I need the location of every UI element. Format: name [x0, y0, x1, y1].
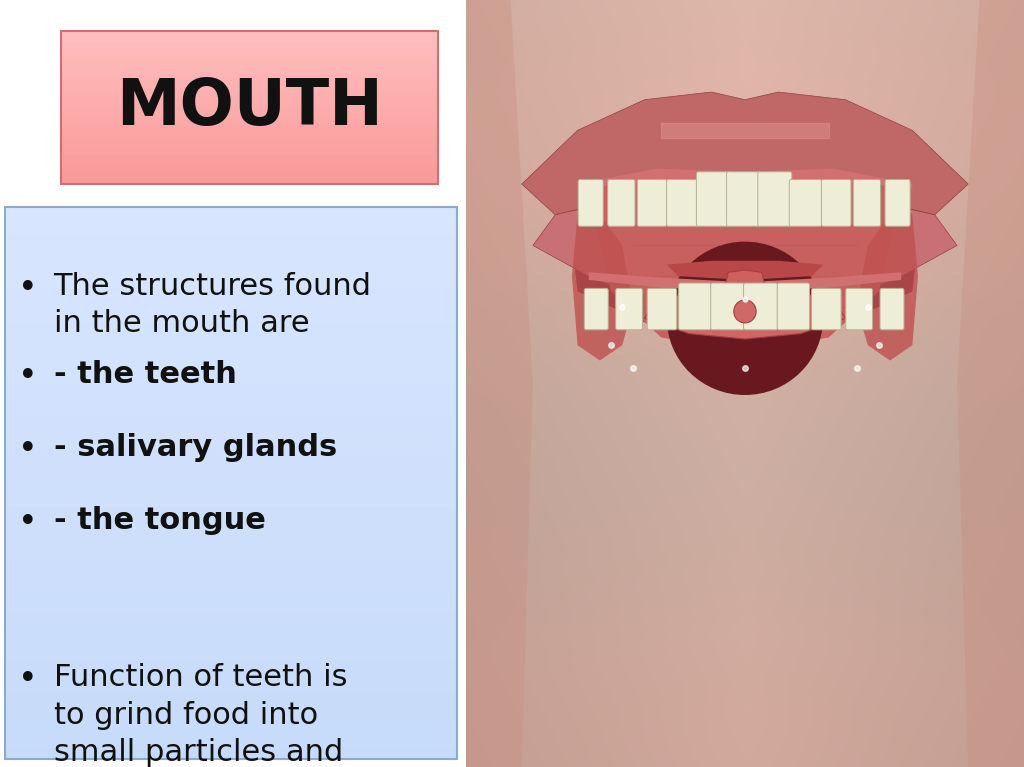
- FancyBboxPatch shape: [885, 179, 910, 226]
- FancyBboxPatch shape: [821, 179, 851, 226]
- Polygon shape: [856, 199, 918, 360]
- FancyBboxPatch shape: [853, 179, 881, 226]
- FancyBboxPatch shape: [667, 179, 699, 226]
- FancyBboxPatch shape: [727, 172, 762, 226]
- Text: •: •: [18, 433, 38, 466]
- FancyBboxPatch shape: [0, 0, 466, 767]
- FancyBboxPatch shape: [846, 288, 872, 330]
- FancyBboxPatch shape: [607, 179, 635, 226]
- Text: - the tongue: - the tongue: [53, 506, 265, 535]
- FancyBboxPatch shape: [585, 288, 608, 330]
- FancyBboxPatch shape: [696, 172, 730, 226]
- Text: •: •: [18, 506, 38, 539]
- Polygon shape: [589, 176, 901, 353]
- FancyBboxPatch shape: [790, 179, 821, 226]
- Polygon shape: [957, 0, 1024, 767]
- Polygon shape: [522, 92, 969, 215]
- Polygon shape: [566, 176, 924, 330]
- FancyBboxPatch shape: [758, 172, 792, 226]
- Text: - salivary glands: - salivary glands: [53, 433, 337, 463]
- Polygon shape: [644, 288, 846, 339]
- Text: •: •: [18, 663, 38, 696]
- Text: The structures found
in the mouth are: The structures found in the mouth are: [53, 272, 372, 338]
- FancyBboxPatch shape: [579, 179, 603, 226]
- Polygon shape: [466, 0, 532, 767]
- FancyBboxPatch shape: [777, 283, 810, 330]
- Polygon shape: [667, 261, 823, 280]
- Polygon shape: [589, 272, 901, 291]
- Text: Function of teeth is
to grind food into
small particles and
to mix it with
diges: Function of teeth is to grind food into …: [53, 663, 358, 767]
- Polygon shape: [572, 199, 633, 360]
- Polygon shape: [578, 169, 912, 188]
- Polygon shape: [532, 184, 957, 322]
- FancyBboxPatch shape: [743, 283, 777, 330]
- FancyBboxPatch shape: [880, 288, 904, 330]
- Text: •: •: [18, 272, 38, 305]
- Ellipse shape: [734, 300, 756, 323]
- Polygon shape: [723, 270, 767, 311]
- FancyBboxPatch shape: [679, 283, 711, 330]
- Text: - the teeth: - the teeth: [53, 360, 237, 390]
- FancyBboxPatch shape: [811, 288, 841, 330]
- Ellipse shape: [667, 242, 823, 395]
- FancyBboxPatch shape: [637, 179, 667, 226]
- FancyBboxPatch shape: [711, 283, 744, 330]
- Text: MOUTH: MOUTH: [116, 77, 383, 138]
- FancyBboxPatch shape: [615, 288, 642, 330]
- FancyBboxPatch shape: [647, 288, 677, 330]
- Text: •: •: [18, 360, 38, 393]
